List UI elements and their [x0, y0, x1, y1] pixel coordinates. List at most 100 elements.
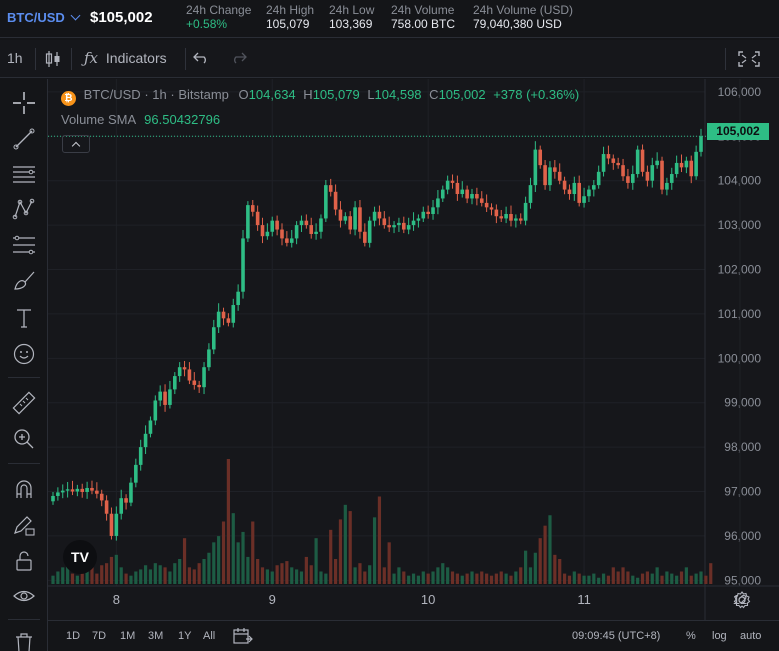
range-7d[interactable]: 7D — [92, 630, 107, 642]
candle-style-icon[interactable] — [45, 49, 61, 72]
indicators-button[interactable]: ƒx Indicators — [84, 49, 167, 67]
toolbar-divider — [71, 48, 72, 70]
volume-bar — [509, 575, 513, 584]
candle-body — [489, 207, 494, 210]
sidebar-divider — [8, 619, 40, 620]
text-tool-icon[interactable] — [10, 304, 38, 332]
volume-bar — [562, 573, 567, 584]
auto-toggle[interactable]: auto — [740, 630, 762, 642]
trash-icon[interactable] — [10, 629, 38, 651]
volume-bar — [114, 554, 118, 584]
volume-bar — [251, 521, 255, 584]
collapse-legend-button[interactable] — [62, 135, 90, 153]
candle-body — [211, 327, 216, 350]
calendar-range-icon[interactable] — [233, 627, 253, 648]
zoom-in-icon[interactable] — [10, 425, 38, 453]
range-1d[interactable]: 1D — [66, 630, 81, 642]
candle-body — [650, 165, 655, 181]
candle-body — [411, 220, 416, 226]
percent-toggle[interactable]: % — [686, 630, 696, 642]
candle-body — [250, 205, 255, 212]
candle-body — [592, 185, 596, 190]
volume-bar — [645, 571, 650, 584]
redo-icon[interactable] — [231, 51, 247, 68]
candle-body — [319, 218, 323, 232]
candle-body — [95, 490, 99, 494]
volume-bar — [70, 573, 75, 584]
low-value: 104,598 — [374, 87, 422, 102]
volume-bar — [660, 575, 664, 584]
fib-retracement-icon[interactable] — [10, 231, 38, 259]
volume-bar — [363, 571, 367, 584]
settings-gear-icon[interactable] — [733, 591, 751, 609]
range-1m[interactable]: 1M — [120, 630, 136, 642]
volume-bar — [265, 569, 269, 584]
candle-body — [645, 171, 650, 181]
horizontal-lines-icon[interactable] — [10, 160, 38, 188]
high-label: H — [303, 87, 313, 102]
eye-icon[interactable] — [10, 582, 38, 610]
volume-bar — [650, 573, 654, 584]
trend-line-icon[interactable] — [10, 125, 38, 153]
time-tick-label: 10 — [421, 592, 435, 607]
candle-body — [523, 202, 528, 221]
volume-bar — [66, 565, 70, 584]
volume-bar — [119, 567, 123, 584]
lock-open-icon[interactable] — [10, 547, 38, 575]
volume-bar — [455, 573, 459, 584]
price-tick-label: 102,000 — [718, 263, 762, 277]
candle-body — [104, 500, 109, 514]
log-toggle[interactable]: log — [712, 630, 727, 642]
pair-selector[interactable]: BTC/USD — [7, 10, 81, 25]
candle-body — [216, 311, 221, 328]
stat-24h-low: 24h Low 103,369 — [329, 3, 374, 31]
volume-bar — [358, 563, 362, 584]
price-tick-label: 103,000 — [718, 218, 762, 232]
magnet-icon[interactable] — [10, 475, 38, 503]
volume-bar — [689, 575, 693, 584]
candle-body — [173, 376, 177, 390]
ruler-icon[interactable] — [10, 389, 38, 417]
price-tick-label: 95,000 — [724, 573, 761, 587]
stat-label: 24h Volume — [391, 3, 455, 17]
range-3m[interactable]: 3M — [148, 630, 164, 642]
volume-bar — [460, 575, 464, 584]
volume-sma-legend: Volume SMA 96.50432796 — [61, 112, 220, 127]
volume-bar — [543, 525, 547, 584]
brush-icon[interactable] — [10, 267, 38, 295]
volume-bar — [299, 571, 304, 584]
volume-bar — [446, 567, 450, 584]
volume-bar — [572, 571, 576, 584]
volume-bar — [421, 571, 425, 584]
stat-label: 24h High — [266, 3, 315, 17]
emoji-icon[interactable] — [10, 340, 38, 368]
candle-body — [514, 218, 518, 221]
volume-bar — [90, 559, 94, 584]
fullscreen-icon[interactable] — [738, 51, 760, 70]
undo-icon[interactable] — [193, 51, 209, 68]
close-label: C — [429, 87, 439, 102]
candle-body — [129, 482, 133, 503]
range-all[interactable]: All — [203, 630, 216, 642]
price-chart[interactable]: 95,00096,00097,00098,00099,000100,000101… — [48, 79, 779, 620]
pencil-lock-icon[interactable] — [10, 511, 38, 539]
pattern-icon[interactable] — [10, 195, 38, 223]
crosshair-icon[interactable] — [10, 89, 38, 117]
candle-body — [343, 216, 348, 221]
candle-body — [138, 447, 143, 465]
volume-bar — [51, 575, 55, 584]
volume-bar — [80, 573, 84, 584]
interval-selector[interactable]: 1h — [7, 50, 23, 66]
candle-body — [309, 225, 314, 234]
volume-bar — [226, 459, 230, 584]
candle-body — [567, 189, 572, 195]
volume-bar — [333, 559, 338, 584]
tradingview-logo: TV — [63, 540, 97, 574]
volume-bar — [236, 542, 240, 584]
candle-body — [221, 311, 226, 319]
candle-body — [397, 222, 401, 226]
range-1y[interactable]: 1Y — [178, 630, 192, 642]
volume-bar — [134, 571, 138, 584]
volume-bar — [129, 575, 133, 584]
stat-24h-high: 24h High 105,079 — [266, 3, 314, 31]
